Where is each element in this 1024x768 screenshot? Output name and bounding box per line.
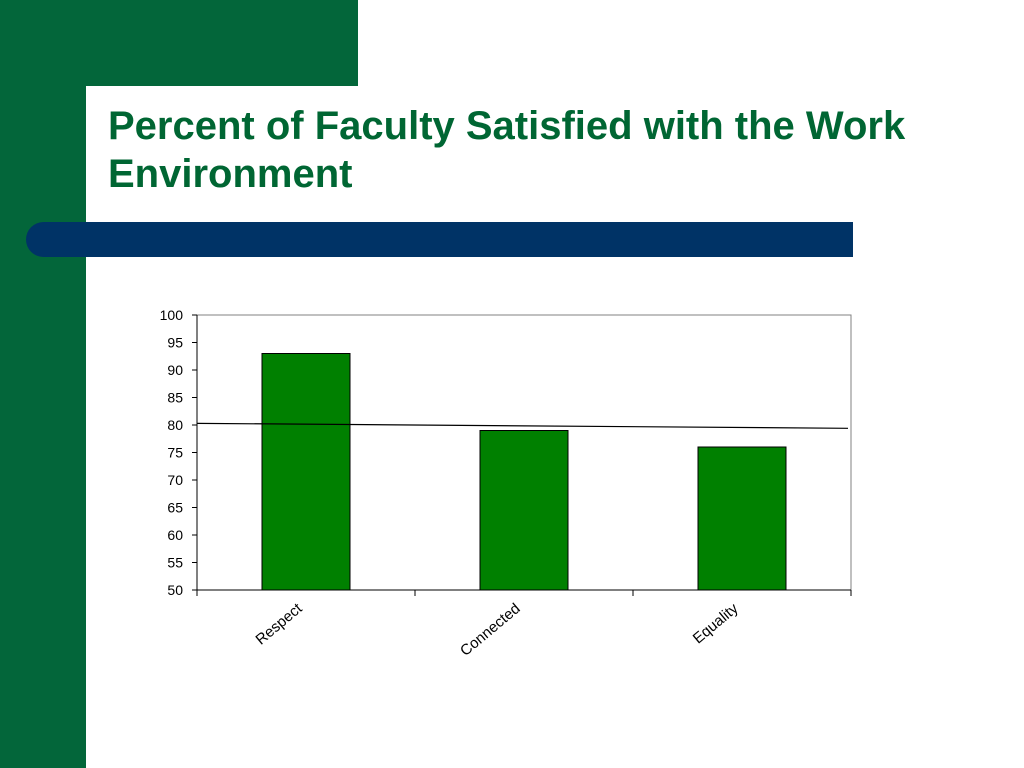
sidebar-green-band [0, 0, 86, 768]
bar-equality [697, 446, 787, 591]
x-axis-labels: Respect Connected Equality [252, 600, 741, 660]
bar-respect [261, 353, 351, 591]
y-tick-label: 80 [167, 417, 183, 433]
x-axis-ticks [196, 590, 852, 596]
y-tick-label: 50 [167, 582, 183, 598]
top-green-band [86, 0, 358, 86]
y-tick-label: 100 [160, 307, 184, 323]
x-tick-label: Equality [690, 600, 742, 648]
y-tick-label: 70 [167, 472, 183, 488]
y-tick-label: 65 [167, 500, 183, 516]
y-tick-label: 60 [167, 527, 183, 543]
y-tick-label: 75 [167, 445, 183, 461]
slide-title: Percent of Faculty Satisfied with the Wo… [108, 104, 906, 196]
x-tick-label: Connected [457, 600, 524, 660]
y-tick-label: 95 [167, 335, 183, 351]
trend-line [196, 422, 849, 429]
bars [261, 353, 787, 591]
y-axis-ticks: 50 55 60 65 70 75 80 85 90 95 100 [160, 307, 197, 598]
x-tick-label: Respect [252, 600, 306, 649]
title-rule-bar [26, 222, 853, 257]
bar-connected [479, 430, 569, 591]
y-tick-label: 85 [167, 390, 183, 406]
y-tick-label: 90 [167, 362, 183, 378]
y-tick-label: 55 [167, 555, 183, 571]
